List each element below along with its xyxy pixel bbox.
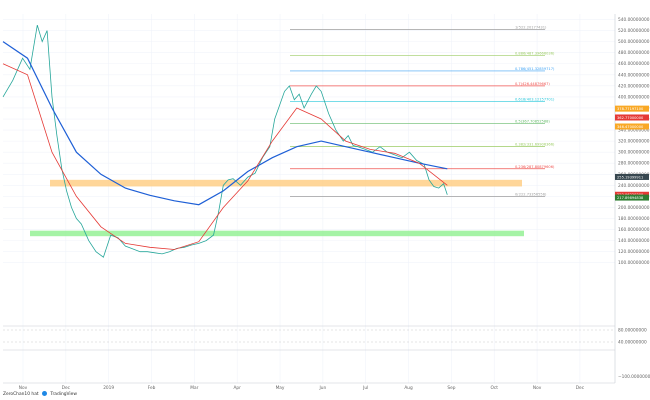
macd-tick-label: −100.00000000 [618, 374, 650, 380]
price-tag [615, 173, 649, 180]
fib-level-label: 0.236(287.80879606) [515, 165, 555, 169]
price-tag-label: 346.47000000 [617, 125, 644, 129]
fib-level-label: 0.886(487.39666036) [515, 51, 555, 55]
x-tick-label: Nov [19, 385, 28, 391]
footer-credit: ZeroChan10 hat TradingView [3, 391, 77, 397]
fib-level-label: 0(222.73356556) [515, 192, 547, 196]
x-tick-label: Dec [62, 385, 71, 391]
y-tick-label: 180.00000000 [618, 216, 650, 222]
footer-brand[interactable]: TradingView [50, 392, 77, 397]
y-tick-label: 460.00000000 [618, 61, 650, 67]
x-tick-label: May [276, 385, 285, 391]
y-tick-label: 320.00000000 [618, 139, 650, 145]
y-tick-label: 440.00000000 [618, 72, 650, 78]
x-tick-label: Apr [233, 385, 241, 391]
x-tick-label: Jun [319, 385, 327, 391]
zone-band [30, 230, 524, 237]
y-tick-label: 340.00000000 [618, 128, 650, 134]
y-tick-label: 540.00000000 [618, 17, 650, 23]
x-tick-label: Nov [533, 385, 542, 391]
rsi-tick-label: 80.00000000 [618, 328, 647, 334]
price-tag-label: 362.77000000 [617, 116, 644, 120]
y-tick-label: 280.00000000 [618, 161, 650, 167]
series-line [2, 63, 448, 250]
x-tick-label: Aug [404, 385, 413, 391]
tradingview-logo-icon [42, 391, 48, 396]
y-tick-label: 160.00000000 [618, 227, 650, 233]
y-tick-label: 520.00000000 [618, 28, 650, 34]
y-tick-label: 120.00000000 [618, 249, 650, 255]
y-tick-label: 500.00000000 [618, 39, 650, 45]
x-tick-label: 2019 [103, 385, 114, 391]
y-tick-label: 240.00000000 [618, 183, 650, 189]
y-tick-label: 300.00000000 [618, 150, 650, 156]
fib-level-label: 0.618(403.12157701) [515, 97, 555, 101]
zone-band [50, 179, 522, 187]
price-tag [615, 123, 649, 130]
fib-level-label: 0.786(451.32859717) [515, 67, 555, 71]
x-tick-label: Mar [190, 385, 198, 391]
y-tick-label: 400.00000000 [618, 94, 650, 100]
y-tick-label: 100.00000000 [618, 260, 650, 266]
fib-level-label: 0.5(367.70852588) [515, 119, 550, 123]
price-tag [615, 114, 649, 121]
price-tag-label: 255.19399911 [617, 175, 643, 179]
price-tag-label: 217.89894838 [617, 196, 644, 200]
x-tick-label: Jul [362, 385, 368, 391]
footer-text: ZeroChan10 hat [3, 392, 39, 397]
price-tag [615, 105, 649, 112]
y-tick-label: 480.00000000 [618, 50, 650, 56]
y-tick-label: 140.00000000 [618, 238, 650, 244]
fib-level-label: 0.7(426.44879667) [515, 82, 550, 86]
x-tick-label: Sep [447, 385, 455, 391]
x-tick-label: Oct [491, 385, 499, 391]
x-tick-label: Dec [576, 385, 585, 391]
rsi-tick-label: 40.00000000 [618, 340, 647, 346]
fib-level-label: 0.382(331.69906366) [515, 143, 555, 147]
series-line [2, 41, 448, 206]
x-tick-label: Feb [148, 385, 156, 391]
price-tag-label: 378.77197100 [617, 107, 644, 111]
y-tick-label: 200.00000000 [618, 205, 650, 211]
fib-level-label: 1(522.20177431) [515, 25, 547, 29]
price-tag [615, 194, 649, 201]
y-tick-label: 420.00000000 [618, 83, 650, 89]
